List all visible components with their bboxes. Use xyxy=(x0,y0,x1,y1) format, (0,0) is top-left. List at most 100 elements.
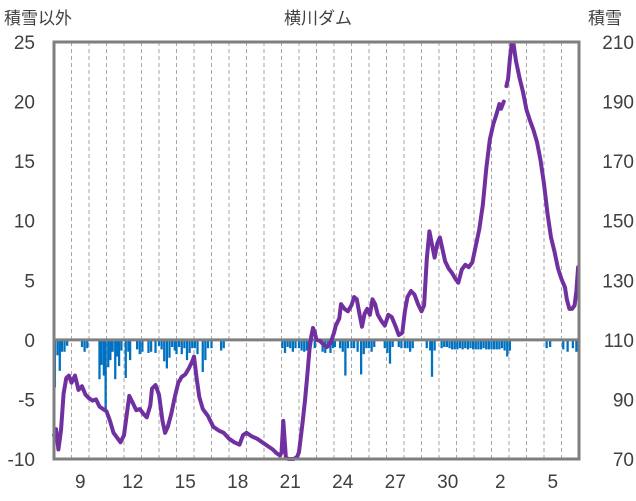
bar xyxy=(367,339,371,349)
bar xyxy=(362,339,365,355)
plot-frame xyxy=(52,40,581,461)
bar xyxy=(485,339,488,350)
bar xyxy=(373,339,376,348)
bar xyxy=(286,339,289,348)
bar xyxy=(456,339,459,350)
bar xyxy=(344,339,347,376)
bar xyxy=(458,339,462,349)
x-tick-label: 24 xyxy=(332,472,354,493)
x-tick-label: 18 xyxy=(227,472,248,493)
bar xyxy=(141,339,144,352)
bar xyxy=(386,339,389,353)
bar xyxy=(281,339,284,349)
bar xyxy=(297,339,301,349)
bar xyxy=(471,339,475,350)
bar xyxy=(479,339,483,350)
bar xyxy=(83,339,86,352)
chart-title: 横川ダム xyxy=(284,9,352,29)
x-tick-label: 9 xyxy=(75,472,86,493)
bar xyxy=(168,339,171,358)
bar xyxy=(313,339,316,349)
bar xyxy=(188,339,191,353)
bar xyxy=(450,339,454,350)
bar xyxy=(175,339,178,355)
bar xyxy=(147,339,150,353)
bar xyxy=(135,339,139,350)
bar xyxy=(185,339,189,361)
right-y-tick-label: 90 xyxy=(613,390,634,411)
line-series xyxy=(52,41,581,461)
bar xyxy=(461,339,464,350)
bar xyxy=(464,339,467,349)
bar xyxy=(191,339,194,349)
bar xyxy=(571,339,575,349)
bar xyxy=(173,339,176,351)
series-line xyxy=(52,99,506,461)
bar xyxy=(548,339,552,348)
bar xyxy=(474,339,477,350)
bar xyxy=(180,339,183,355)
bar xyxy=(183,339,186,349)
series-line xyxy=(504,41,581,311)
bar-series xyxy=(53,339,578,411)
bar xyxy=(448,339,451,349)
bar xyxy=(160,339,163,350)
bar xyxy=(201,339,204,373)
bar xyxy=(359,339,363,375)
bar xyxy=(352,339,356,349)
bar xyxy=(495,339,498,350)
bar xyxy=(100,339,103,365)
left-y-tick-label: 20 xyxy=(14,93,35,114)
bar xyxy=(440,339,443,349)
bar xyxy=(206,339,210,349)
bar xyxy=(170,339,174,348)
x-tick-label: 21 xyxy=(280,472,301,493)
x-tick-labels: 9 12 15 18 21 24 27 30 2 5 xyxy=(75,472,558,493)
bar xyxy=(331,339,335,349)
bar xyxy=(365,339,368,349)
right-axis-label: 積雪 xyxy=(588,9,622,29)
bar xyxy=(391,339,394,348)
bar xyxy=(408,339,412,352)
bar xyxy=(400,339,403,349)
left-y-tick-label: 0 xyxy=(24,331,35,352)
bar xyxy=(411,339,414,349)
bar xyxy=(303,339,306,352)
bar xyxy=(65,339,69,346)
right-y-tick-label: 130 xyxy=(602,271,634,292)
bar xyxy=(56,339,59,356)
bar xyxy=(508,339,512,351)
bar xyxy=(300,339,303,351)
x-tick-label: 27 xyxy=(385,472,406,493)
bar xyxy=(102,339,106,376)
bar xyxy=(107,339,110,368)
bar xyxy=(341,339,344,352)
bar xyxy=(506,339,509,357)
bar xyxy=(219,339,223,351)
bar xyxy=(305,339,309,351)
bar xyxy=(63,339,66,352)
x-tick-label: 5 xyxy=(547,472,558,493)
bar xyxy=(562,339,565,350)
bar xyxy=(294,339,297,349)
bar xyxy=(338,339,342,349)
bar xyxy=(445,339,449,348)
bar xyxy=(138,339,141,355)
bar xyxy=(430,339,434,377)
bar xyxy=(157,339,161,346)
bar xyxy=(425,339,428,349)
bar xyxy=(58,339,61,371)
bar xyxy=(453,339,456,350)
right-y-tick-label: 70 xyxy=(613,450,634,471)
bar xyxy=(487,339,491,350)
bar xyxy=(177,339,181,348)
left-y-tick-labels: -10 -5 0 5 10 15 20 25 xyxy=(8,33,35,471)
bar xyxy=(503,339,506,351)
right-y-tick-label: 150 xyxy=(602,212,634,233)
bar xyxy=(291,339,295,352)
bar xyxy=(545,339,548,349)
bar xyxy=(350,339,353,349)
bar xyxy=(204,339,207,361)
